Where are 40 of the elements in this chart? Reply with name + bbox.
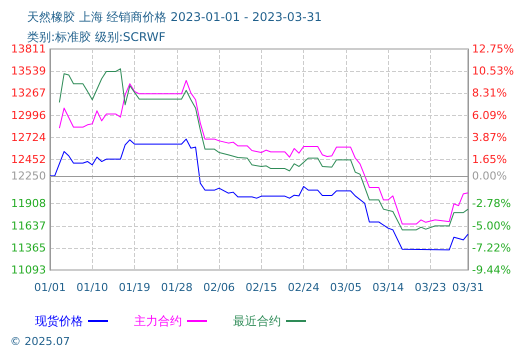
- line-series: [50, 138, 468, 250]
- y-tick-label: 13811: [11, 42, 46, 56]
- x-tick-label: 03/14: [372, 281, 404, 294]
- chart-subtitle: 类别:标准胶 级别:SCRWF: [27, 30, 166, 44]
- y-tick-label: 12452: [11, 153, 46, 166]
- y2-tick-label: -7.22%: [472, 241, 511, 254]
- y2-tick-label: 0.00%: [472, 169, 507, 182]
- y-tick-label: 11365: [11, 241, 46, 254]
- y2-tick-label: 10.53%: [472, 64, 514, 78]
- y2-tick-label: -2.78%: [472, 197, 511, 210]
- legend-label: 主力合约: [134, 314, 182, 328]
- text: © 2025.07: [10, 335, 70, 348]
- y-tick-label: 12724: [11, 130, 46, 144]
- x-tick-label: 02/15: [245, 281, 278, 294]
- chart-title: 天然橡胶 上海 经销商价格 2023-01-01 - 2023-03-31: [27, 10, 322, 24]
- legend-label: 最近合约: [233, 314, 281, 328]
- x-tick-label: 01/10: [76, 281, 108, 294]
- y2-tick-label: -5.00%: [472, 219, 511, 232]
- y-tick-label: 12250: [11, 169, 46, 182]
- y2-tick-label: 8.31%: [472, 86, 507, 100]
- x-tick-label: 03/31: [452, 281, 484, 294]
- x-tick-label: 02/06: [203, 281, 235, 294]
- y2-tick-label: 6.09%: [472, 108, 507, 122]
- x-tick-label: 01/28: [160, 281, 193, 294]
- x-tick-label: 01/19: [118, 281, 150, 294]
- y-tick-label: 13539: [11, 64, 46, 78]
- y-tick-label: 11093: [11, 264, 46, 276]
- y-tick-label: 13267: [11, 86, 46, 100]
- y2-tick-label: 1.65%: [472, 153, 507, 166]
- legend-label: 现货价格: [35, 314, 83, 328]
- x-tick-label: 02/24: [288, 281, 320, 294]
- y2-tick-label: 3.87%: [472, 130, 507, 144]
- x-tick-label: 03/23: [414, 281, 446, 294]
- y-tick-label: 12996: [11, 108, 46, 122]
- y-tick-label: 11908: [11, 197, 46, 210]
- x-tick-label: 03/05: [330, 281, 362, 294]
- y-tick-label: 11637: [11, 219, 46, 232]
- y2-tick-label: -9.44%: [472, 264, 511, 276]
- x-tick-label: 01/01: [34, 281, 66, 294]
- y2-tick-label: 12.75%: [472, 42, 514, 56]
